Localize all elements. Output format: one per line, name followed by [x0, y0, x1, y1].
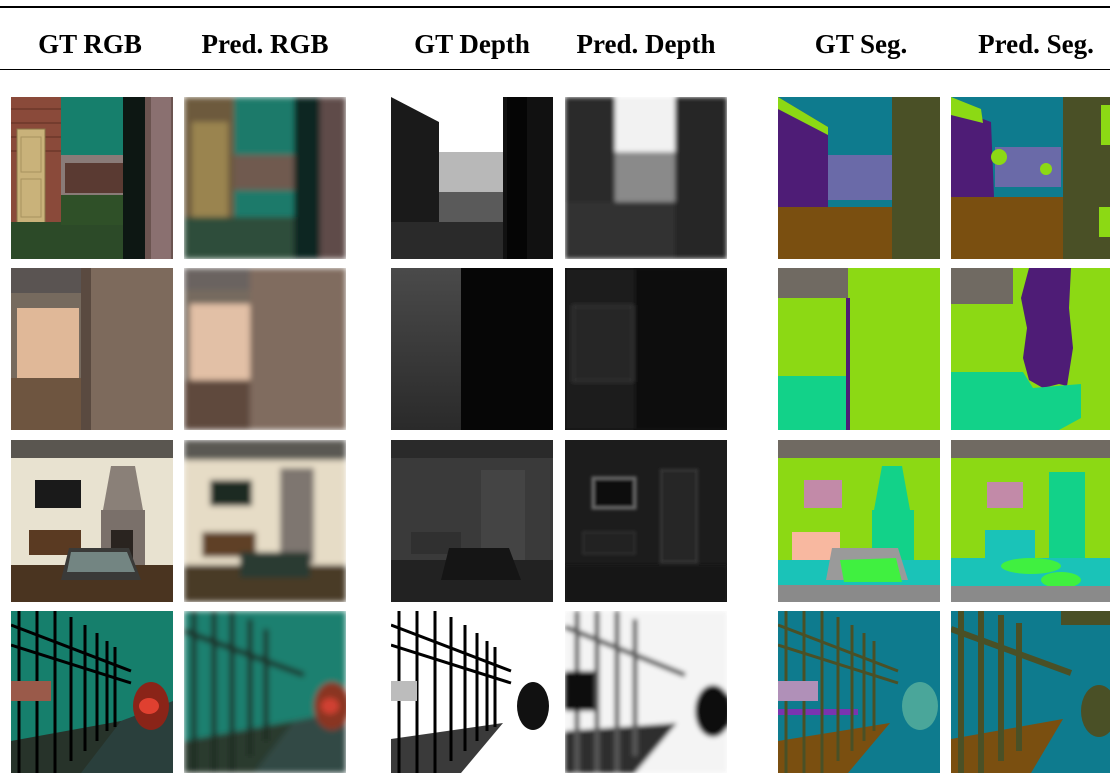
row3-pred-seg-image: [951, 440, 1110, 602]
row4-pred-seg-image: [951, 611, 1110, 773]
row2-pred-rgb-image: [184, 268, 346, 430]
row3-gt-depth-image: [391, 440, 553, 602]
row3-pred-depth-image: [565, 440, 727, 602]
column-header-pred-seg: Pred. Seg.: [978, 29, 1094, 59]
row3-gt-rgb-image: [11, 440, 173, 602]
row2-pred-seg-image: [951, 268, 1110, 430]
column-header-gt-depth: GT Depth: [414, 29, 530, 59]
row1-pred-depth-image: [565, 97, 727, 259]
row1-pred-seg-image: [951, 97, 1110, 259]
column-header-gt-seg: GT Seg.: [814, 29, 908, 59]
row2-gt-seg-image: [778, 268, 940, 430]
row2-gt-depth-image: [391, 268, 553, 430]
column-header-pred-rgb: Pred. RGB: [201, 29, 329, 59]
row2-gt-rgb-image: [11, 268, 173, 430]
row2-pred-depth-image: [565, 268, 727, 430]
table-header-rule: [0, 69, 1110, 70]
row4-pred-rgb-image: [184, 611, 346, 773]
row1-gt-rgb-image: [11, 97, 173, 259]
row4-gt-seg-image: [778, 611, 940, 773]
row1-gt-seg-image: [778, 97, 940, 259]
row1-gt-depth-image: [391, 97, 553, 259]
column-header-gt-rgb: GT RGB: [38, 29, 142, 59]
row3-pred-rgb-image: [184, 440, 346, 602]
row1-pred-rgb-image: [184, 97, 346, 259]
row4-gt-depth-image: [391, 611, 553, 773]
table-top-rule: [0, 6, 1110, 8]
column-header-pred-depth: Pred. Depth: [576, 29, 716, 59]
row4-pred-depth-image: [565, 611, 727, 773]
row3-gt-seg-image: [778, 440, 940, 602]
row4-gt-rgb-image: [11, 611, 173, 773]
